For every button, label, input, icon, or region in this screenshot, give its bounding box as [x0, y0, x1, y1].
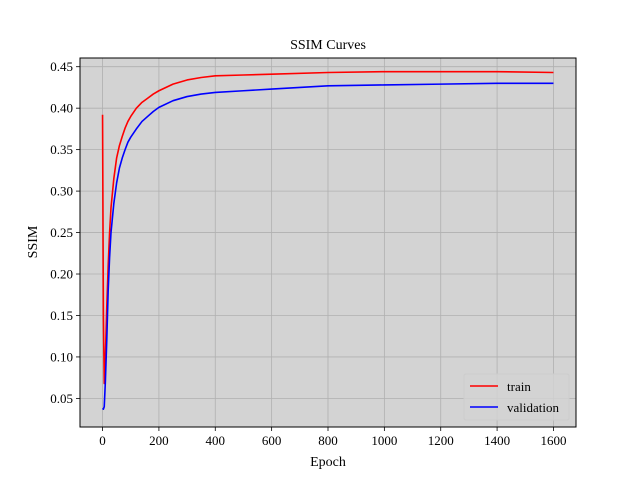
x-tick-label: 800 — [318, 433, 338, 448]
legend: train validation — [463, 373, 570, 421]
series-group — [101, 70, 554, 410]
x-tick-label: 600 — [262, 433, 282, 448]
legend-label-validation: validation — [507, 400, 559, 415]
y-tick-label: 0.35 — [50, 142, 73, 157]
legend-label-train: train — [507, 379, 531, 394]
y-tick-label: 0.40 — [50, 101, 73, 116]
y-tick-label: 0.10 — [50, 349, 73, 364]
x-tick-label: 1200 — [428, 433, 454, 448]
y-tick-label: 0.30 — [50, 184, 73, 199]
y-tick-label: 0.05 — [50, 391, 73, 406]
y-tick-label: 0.15 — [50, 308, 73, 323]
y-tick-label: 0.45 — [50, 59, 73, 74]
x-tick-label: 400 — [206, 433, 226, 448]
x-tick-label: 1400 — [484, 433, 510, 448]
x-tick-label: 200 — [149, 433, 169, 448]
series-line-train — [101, 70, 554, 385]
x-tick-label: 1600 — [540, 433, 566, 448]
y-tick-label: 0.25 — [50, 225, 73, 240]
x-tick-label: 0 — [99, 433, 106, 448]
y-ticks: 0.05 0.10 0.15 0.20 0.25 0.30 0.35 0.40 0.45 — [50, 59, 80, 406]
y-tick-label: 0.20 — [50, 267, 73, 282]
x-axis-label: Epoch — [310, 455, 346, 470]
y-axis-label: SSIM — [26, 225, 41, 258]
chart-title: SSIM Curves — [290, 38, 366, 53]
x-ticks: 0 200 400 600 800 1000 1200 1400 1600 — [99, 427, 566, 448]
x-tick-label: 1000 — [371, 433, 397, 448]
series-line-validation — [101, 82, 554, 410]
